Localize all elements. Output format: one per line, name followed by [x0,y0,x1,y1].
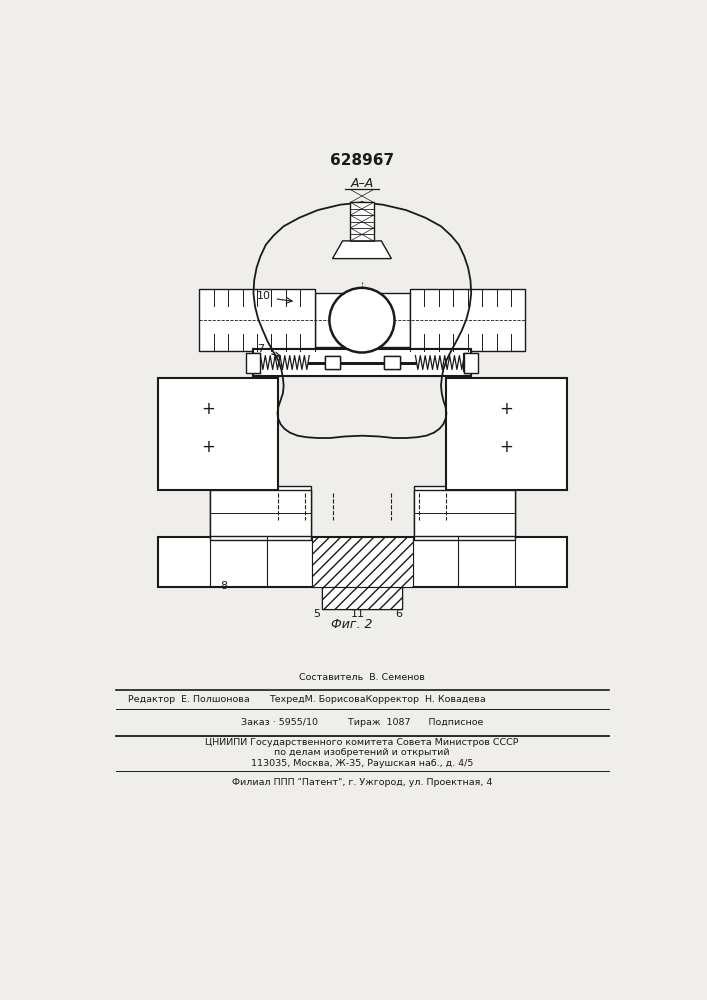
Text: 113035, Москва, Ж-35, Раушская наб., д. 4/5: 113035, Москва, Ж-35, Раушская наб., д. … [251,759,473,768]
Bar [210,486,311,540]
Text: +: + [201,400,216,418]
Bar [464,353,478,373]
Text: 6: 6 [395,609,402,619]
Text: 7: 7 [257,344,264,354]
Bar [158,537,566,587]
Bar [365,293,410,347]
Bar [199,289,315,351]
Bar [446,378,566,490]
Text: 5: 5 [313,609,320,619]
Text: Редактор  Е. Полшонова: Редактор Е. Полшонова [128,695,250,704]
Text: +: + [201,438,216,456]
Text: 11: 11 [351,609,365,619]
Bar [315,293,360,347]
Bar [351,202,373,241]
Bar [385,356,400,369]
Bar [322,587,402,609]
Text: 10: 10 [257,291,271,301]
Bar [325,356,340,369]
Text: 628967: 628967 [330,153,394,168]
Bar [325,356,340,369]
Bar [414,486,515,540]
Polygon shape [332,241,392,259]
Bar [410,289,525,351]
Text: Составитель  В. Семенов: Составитель В. Семенов [299,673,425,682]
Bar [253,349,472,376]
Bar [322,587,402,609]
Bar [158,378,279,490]
Text: Заказ · 5955/10          Тираж  1087      Подписное: Заказ · 5955/10 Тираж 1087 Подписное [241,718,483,727]
Bar [253,349,472,376]
Text: Фиг. 2: Фиг. 2 [331,618,373,631]
Bar [312,537,413,587]
Text: по делам изобретений и открытий: по делам изобретений и открытий [274,748,450,757]
Bar [253,349,472,376]
Bar [385,356,400,369]
Bar [414,490,515,536]
Bar [247,353,260,373]
Text: ЦНИИПИ Государственного комитета Совета Министров СССР: ЦНИИПИ Государственного комитета Совета … [205,738,519,747]
Bar [210,490,311,536]
Text: +: + [500,438,513,456]
Circle shape [329,288,395,353]
Text: А–А: А–А [351,177,373,190]
Text: +: + [500,400,513,418]
Text: ТехредМ. БорисоваКорректор  Н. Ковадева: ТехредМ. БорисоваКорректор Н. Ковадева [269,695,486,704]
Text: 8: 8 [221,581,228,591]
Text: Филиал ППП "Патент", г. Ужгород, ул. Проектная, 4: Филиал ППП "Патент", г. Ужгород, ул. Про… [232,778,492,787]
